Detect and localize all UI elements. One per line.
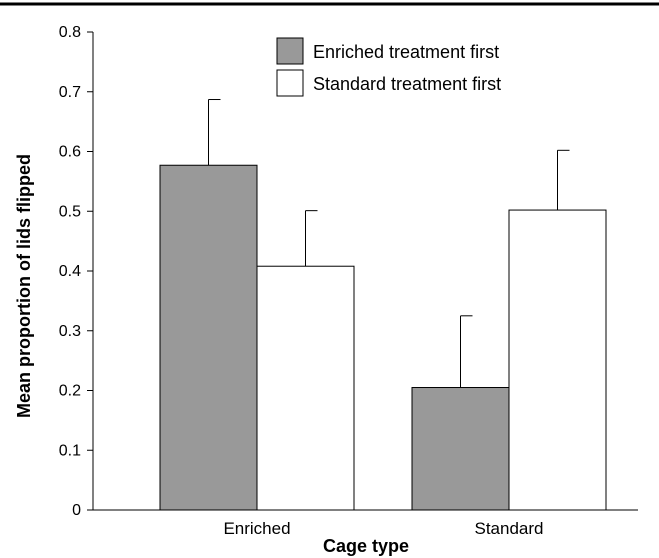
x-axis-title: Cage type: [323, 536, 409, 556]
y-tick-label: 0: [72, 502, 81, 519]
y-tick-label: 0.3: [59, 323, 81, 340]
bar-enriched-series-1: [256, 265, 355, 511]
y-tick-label: 0.1: [59, 442, 81, 459]
bar-standard-series-1: [508, 209, 607, 511]
y-tick-label: 0.7: [59, 84, 81, 101]
y-axis-title: Mean proportion of lids flipped: [14, 154, 34, 418]
legend: Enriched treatment first Standard treatm…: [276, 37, 501, 97]
bar-standard-series-0: [411, 387, 510, 511]
plot-area: 0 0.1 0.2 0.3 0.4 0.5 0.6 0.7 0.8 Enriched Standar…: [59, 24, 638, 538]
y-tick-label: 0.4: [59, 263, 81, 280]
y-tick-label: 0.5: [59, 203, 81, 220]
x-tick-label: Enriched: [223, 519, 290, 538]
legend-swatch-standard-first: [276, 69, 304, 97]
y-tick-label: 0.8: [59, 24, 81, 41]
x-tick-label: Standard: [475, 519, 544, 538]
y-tick-label: 0.2: [59, 383, 81, 400]
y-tick-label: 0.6: [59, 144, 81, 161]
legend-swatch-enriched-first: [276, 37, 304, 65]
legend-label-enriched-first: Enriched treatment first: [313, 42, 499, 62]
bar-enriched-series-0: [159, 164, 258, 511]
legend-label-standard-first: Standard treatment first: [313, 74, 501, 94]
